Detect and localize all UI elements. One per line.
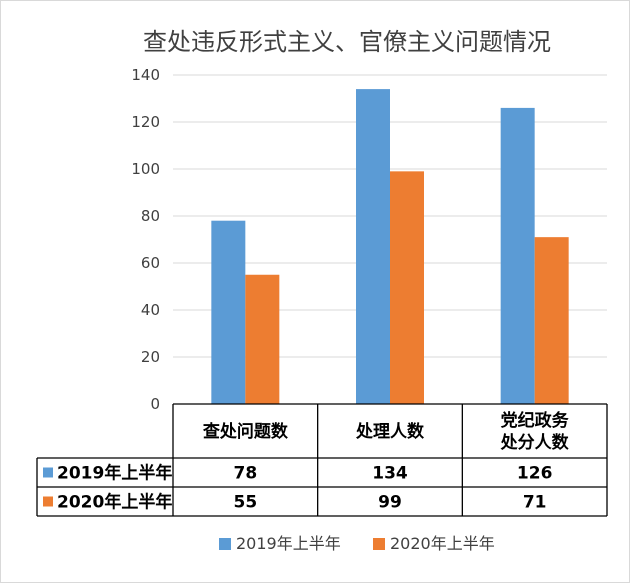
data-value: 134 [372, 464, 408, 484]
category-label: 处分人数 [500, 432, 570, 453]
y-tick-label: 120 [131, 113, 160, 131]
y-tick-label: 60 [141, 254, 160, 272]
y-tick-label: 40 [141, 301, 160, 319]
category-label: 党纪政务 [501, 410, 570, 431]
series-label: 2020年上半年 [57, 492, 172, 513]
y-tick-label: 0 [150, 395, 160, 413]
bars [211, 89, 569, 405]
bar [390, 171, 424, 404]
bar [356, 89, 390, 404]
legend-label: 2019年上半年 [236, 534, 341, 553]
data-value: 126 [517, 464, 553, 484]
table-legend-key [43, 496, 53, 507]
category-label: 处理人数 [355, 421, 425, 442]
data-value: 99 [378, 493, 402, 513]
legend-label: 2020年上半年 [390, 534, 495, 553]
legend: 2019年上半年 2020年上半年 [219, 534, 495, 553]
bar [211, 220, 246, 404]
data-value: 55 [233, 493, 257, 513]
y-tick-label: 100 [131, 160, 160, 178]
y-tick-label: 20 [141, 348, 160, 366]
table-legend-key [43, 467, 53, 478]
y-tick-label: 140 [131, 66, 160, 84]
category-label: 查处问题数 [202, 421, 289, 442]
legend-swatch [219, 538, 231, 550]
y-axis-ticks: 0 20 40 60 80 100 120 140 [131, 66, 160, 413]
legend-swatch [373, 538, 385, 550]
bar [245, 274, 280, 404]
data-value: 78 [233, 464, 257, 484]
chart-title: 查处违反形式主义、官僚主义问题情况 [143, 28, 551, 56]
data-value: 71 [523, 493, 547, 513]
bar [534, 237, 569, 404]
y-tick-label: 80 [141, 207, 160, 225]
bar [500, 107, 535, 405]
series-label: 2019年上半年 [57, 463, 172, 484]
